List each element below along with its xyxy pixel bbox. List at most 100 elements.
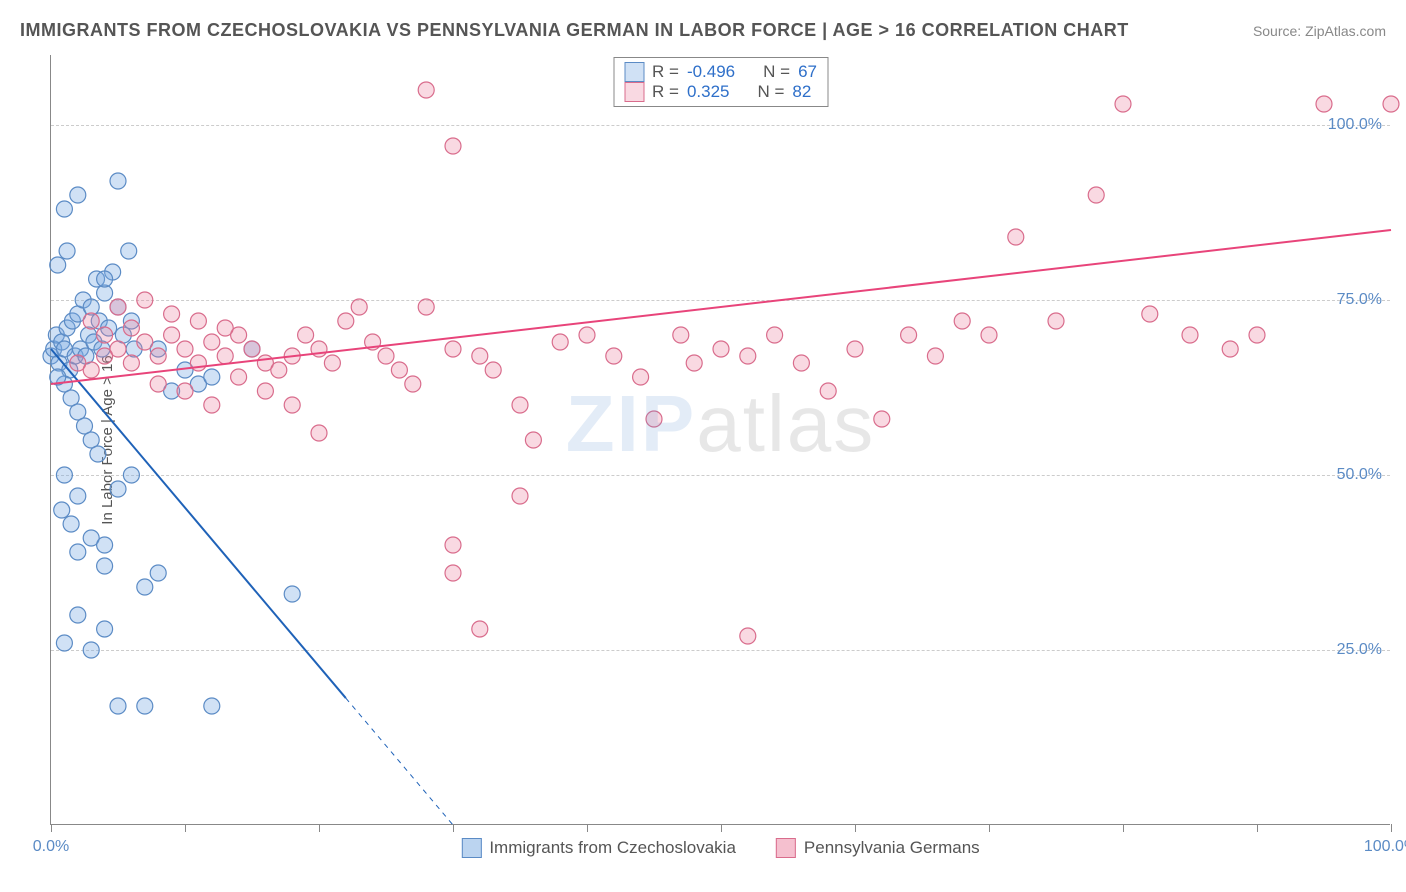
chart-title: IMMIGRANTS FROM CZECHOSLOVAKIA VS PENNSY… <box>20 20 1129 41</box>
scatter-point <box>123 467 139 483</box>
correlation-legend: R = -0.496 N = 67 R = 0.325 N = 82 <box>613 57 828 107</box>
scatter-point <box>231 369 247 385</box>
scatter-point <box>56 201 72 217</box>
n-value-1: 67 <box>798 62 817 82</box>
scatter-point <box>767 327 783 343</box>
scatter-point <box>606 348 622 364</box>
source-attribution: Source: ZipAtlas.com <box>1253 23 1386 39</box>
scatter-point <box>70 544 86 560</box>
swatch-series-2 <box>624 82 644 102</box>
scatter-point <box>472 348 488 364</box>
swatch-series-1 <box>461 838 481 858</box>
x-tick <box>453 824 454 832</box>
scatter-point <box>324 355 340 371</box>
scatter-point <box>445 341 461 357</box>
scatter-point <box>123 355 139 371</box>
x-tick <box>1391 824 1392 832</box>
scatter-point <box>1383 96 1399 112</box>
scatter-point <box>110 299 126 315</box>
scatter-point <box>164 306 180 322</box>
source-label: Source: <box>1253 23 1305 39</box>
legend-item-1: Immigrants from Czechoslovakia <box>461 838 736 858</box>
scatter-point <box>1008 229 1024 245</box>
scatter-point <box>217 320 233 336</box>
x-tick <box>855 824 856 832</box>
scatter-point <box>981 327 997 343</box>
scatter-point <box>204 369 220 385</box>
scatter-point <box>63 516 79 532</box>
scatter-point <box>97 621 113 637</box>
scatter-point <box>740 348 756 364</box>
scatter-point <box>820 383 836 399</box>
scatter-point <box>97 537 113 553</box>
scatter-point <box>1088 187 1104 203</box>
scatter-point <box>793 355 809 371</box>
scatter-point <box>110 481 126 497</box>
scatter-point <box>847 341 863 357</box>
scatter-point <box>204 334 220 350</box>
scatter-point <box>137 698 153 714</box>
x-tick <box>989 824 990 832</box>
x-tick <box>185 824 186 832</box>
scatter-point <box>123 320 139 336</box>
scatter-point <box>204 397 220 413</box>
plot-area: In Labor Force | Age > 16 ZIPatlas 25.0%… <box>50 55 1390 825</box>
scatter-point <box>686 355 702 371</box>
scatter-point <box>204 698 220 714</box>
scatter-point <box>525 432 541 448</box>
series-legend: Immigrants from Czechoslovakia Pennsylva… <box>461 838 979 858</box>
scatter-point <box>97 271 113 287</box>
scatter-point <box>54 502 70 518</box>
scatter-point <box>190 313 206 329</box>
scatter-point <box>70 187 86 203</box>
scatter-point <box>485 362 501 378</box>
scatter-point <box>284 397 300 413</box>
scatter-point <box>83 642 99 658</box>
scatter-point <box>1316 96 1332 112</box>
scatter-point <box>901 327 917 343</box>
x-tick <box>319 824 320 832</box>
x-tick <box>721 824 722 832</box>
scatter-point <box>150 565 166 581</box>
scatter-point <box>257 383 273 399</box>
scatter-point <box>418 299 434 315</box>
scatter-point <box>552 334 568 350</box>
scatter-point <box>1048 313 1064 329</box>
title-bar: IMMIGRANTS FROM CZECHOSLOVAKIA VS PENNSY… <box>20 20 1386 41</box>
scatter-point <box>244 341 260 357</box>
scatter-point <box>56 467 72 483</box>
scatter-point <box>954 313 970 329</box>
n-label: N = <box>757 82 784 102</box>
scatter-point <box>177 383 193 399</box>
n-value-2: 82 <box>792 82 811 102</box>
scatter-point <box>1115 96 1131 112</box>
legend-row-series-1: R = -0.496 N = 67 <box>624 62 817 82</box>
legend-item-2: Pennsylvania Germans <box>776 838 980 858</box>
scatter-point <box>50 257 66 273</box>
scatter-point <box>673 327 689 343</box>
legend-label-1: Immigrants from Czechoslovakia <box>489 838 736 858</box>
scatter-point <box>633 369 649 385</box>
x-tick <box>1257 824 1258 832</box>
scatter-point <box>445 537 461 553</box>
scatter-point <box>874 411 890 427</box>
r-value-1: -0.496 <box>687 62 735 82</box>
chart-svg <box>51 55 1390 824</box>
scatter-point <box>311 425 327 441</box>
scatter-point <box>70 488 86 504</box>
scatter-point <box>472 621 488 637</box>
scatter-point <box>70 607 86 623</box>
scatter-point <box>137 334 153 350</box>
scatter-point <box>110 173 126 189</box>
scatter-point <box>97 327 113 343</box>
scatter-point <box>271 362 287 378</box>
scatter-point <box>56 635 72 651</box>
scatter-point <box>137 579 153 595</box>
scatter-point <box>1249 327 1265 343</box>
x-tick <box>51 824 52 832</box>
scatter-point <box>83 362 99 378</box>
source-name: ZipAtlas.com <box>1305 23 1386 39</box>
scatter-point <box>90 446 106 462</box>
r-value-2: 0.325 <box>687 82 730 102</box>
scatter-point <box>298 327 314 343</box>
